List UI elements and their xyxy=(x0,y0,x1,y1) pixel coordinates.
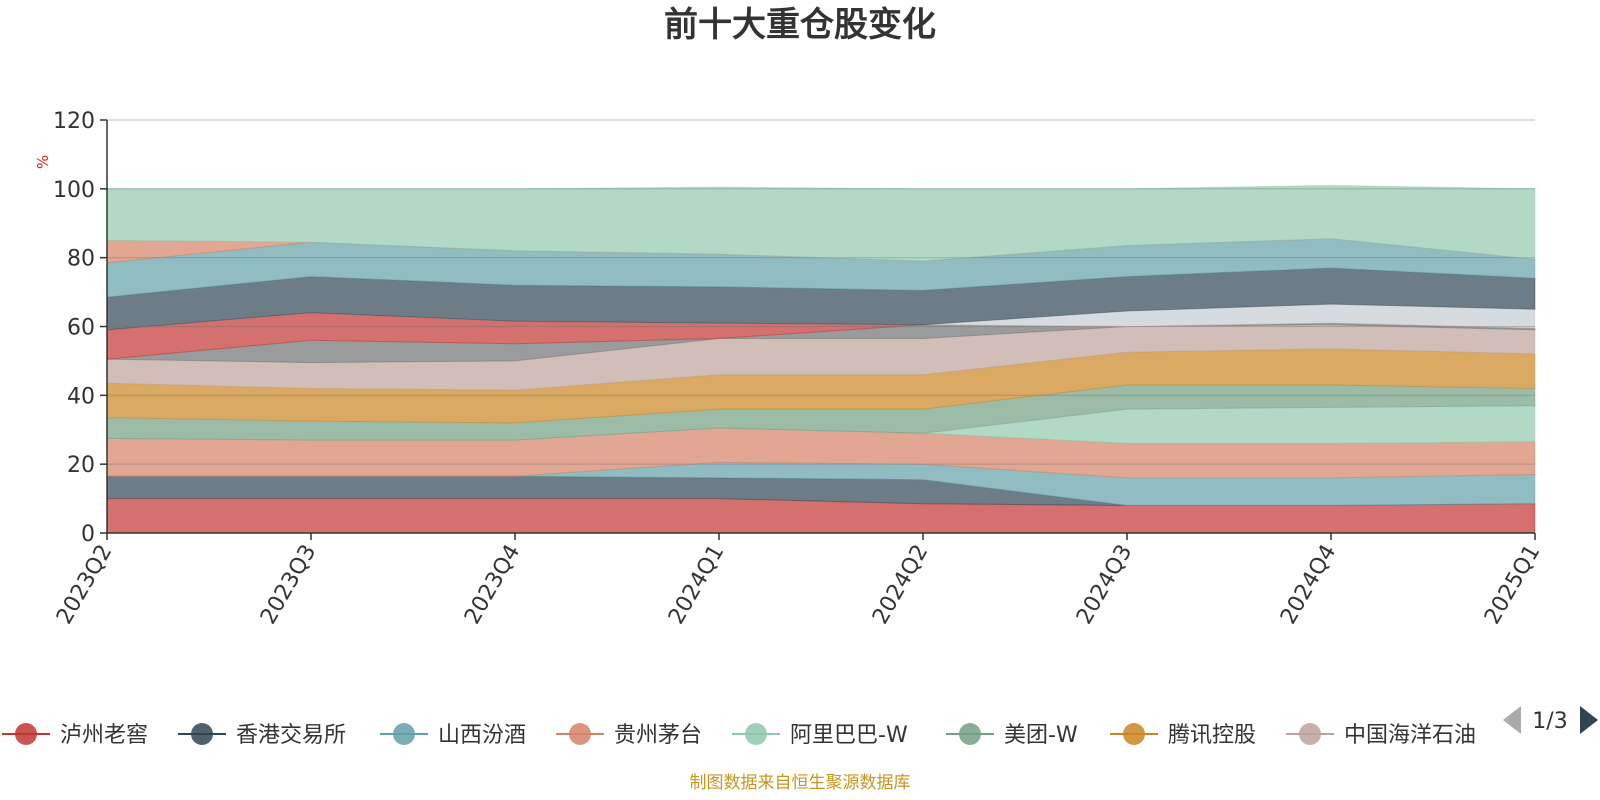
legend-label-7: 中国海洋石油 xyxy=(1344,723,1476,748)
x-tick-label-2024Q2: 2024Q2 xyxy=(868,541,933,629)
legend-label-0: 泸州老窖 xyxy=(60,723,148,748)
area-series-14 xyxy=(106,184,1536,262)
legend-item-0[interactable]: 泸州老窖 xyxy=(2,723,148,748)
y-tick-label-100: 100 xyxy=(53,178,95,203)
area-series-7 xyxy=(106,324,1536,391)
x-tick-label-2024Q4: 2024Q4 xyxy=(1276,541,1341,629)
x-tick-label-2023Q4: 2023Q4 xyxy=(460,541,525,629)
legend-marker-icon-1 xyxy=(191,723,213,745)
legend-marker-icon-2 xyxy=(393,723,415,745)
legend-page-indicator: 1/3 xyxy=(1532,709,1567,734)
x-tick-label-2023Q3: 2023Q3 xyxy=(256,541,321,629)
area-series-10 xyxy=(106,303,1536,331)
legend-marker-icon-6 xyxy=(1123,723,1145,745)
legend-label-5: 美团-W xyxy=(1004,723,1078,748)
data-source-note: 制图数据来自恒生聚源数据库 xyxy=(690,773,911,793)
legend-item-2[interactable]: 山西汾酒 xyxy=(380,723,526,748)
x-tick-label-2025Q1: 2025Q1 xyxy=(1480,541,1545,629)
legend-item-4[interactable]: 阿里巴巴-W xyxy=(732,723,908,748)
y-tick-label-40: 40 xyxy=(67,384,95,409)
chart-title: 前十大重仓股变化 xyxy=(664,5,936,45)
x-tick-label-2024Q3: 2024Q3 xyxy=(1072,541,1137,629)
legend-label-3: 贵州茅台 xyxy=(614,723,702,748)
legend-item-5[interactable]: 美团-W xyxy=(946,723,1078,748)
legend-item-7[interactable]: 中国海洋石油 xyxy=(1286,723,1476,748)
legend-label-1: 香港交易所 xyxy=(236,723,346,748)
legend-item-3[interactable]: 贵州茅台 xyxy=(556,723,702,748)
legend-label-4: 阿里巴巴-W xyxy=(790,723,908,748)
legend: 泸州老窖 香港交易所 山西汾酒 贵州茅台 阿里巴巴-W 美团-W 腾讯控股 中国海洋石油 xyxy=(2,723,1476,748)
area-series-5 xyxy=(106,384,1536,441)
legend-pager: 1/3 xyxy=(1503,706,1598,734)
area-series-11 xyxy=(106,267,1536,331)
legend-marker-icon-0 xyxy=(15,723,37,745)
stacked-areas xyxy=(106,184,1536,534)
legend-item-6[interactable]: 腾讯控股 xyxy=(1110,723,1256,748)
legend-marker-icon-3 xyxy=(569,723,591,745)
y-tick-label-0: 0 xyxy=(81,522,95,547)
y-tick-label-20: 20 xyxy=(67,453,95,478)
legend-label-2: 山西汾酒 xyxy=(438,723,526,748)
y-axis-label: % xyxy=(34,155,52,169)
legend-marker-icon-7 xyxy=(1299,723,1321,745)
legend-item-1[interactable]: 香港交易所 xyxy=(178,723,346,748)
y-tick-label-120: 120 xyxy=(53,109,95,134)
x-tick-label-2023Q2: 2023Q2 xyxy=(52,541,117,629)
legend-marker-icon-5 xyxy=(959,723,981,745)
legend-prev-page-icon[interactable] xyxy=(1503,706,1521,734)
legend-label-6: 腾讯控股 xyxy=(1168,723,1256,748)
y-tick-label-80: 80 xyxy=(67,247,95,272)
x-tick-label-2024Q1: 2024Q1 xyxy=(664,541,729,629)
legend-next-page-icon[interactable] xyxy=(1580,706,1598,734)
y-tick-label-60: 60 xyxy=(67,316,95,341)
legend-marker-icon-4 xyxy=(745,723,767,745)
